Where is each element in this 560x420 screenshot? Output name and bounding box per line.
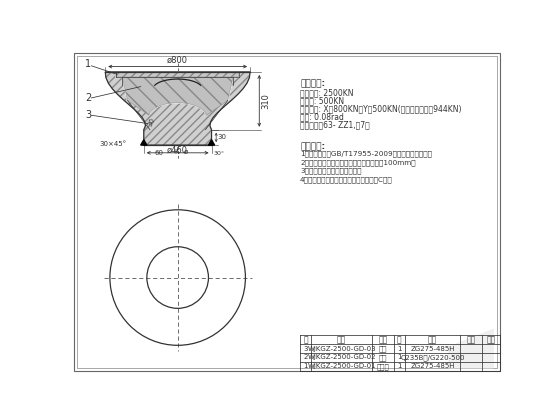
Polygon shape — [122, 77, 233, 115]
Text: 名称: 名称 — [379, 335, 388, 344]
Polygon shape — [141, 140, 147, 145]
Text: 竖向压力: 2500KN: 竖向压力: 2500KN — [300, 88, 353, 97]
Text: ø800: ø800 — [167, 56, 188, 65]
Text: ZG275-485H: ZG275-485H — [410, 346, 455, 352]
Text: 球壳: 球壳 — [379, 354, 388, 361]
Text: 水平剪力: X向800KN，Y向500KN(众心剪方失合力944KN): 水平剪力: X向800KN，Y向500KN(众心剪方失合力944KN) — [300, 104, 461, 113]
Text: 技术要求:: 技术要求: — [300, 142, 325, 152]
Text: 1: 1 — [397, 354, 402, 360]
Polygon shape — [105, 72, 250, 145]
Text: 310: 310 — [261, 93, 270, 109]
Text: 备注: 备注 — [487, 335, 496, 344]
Text: 4、支座与上部结构花涂把处需留间中竖C压沟: 4、支座与上部结构花涂把处需留间中竖C压沟 — [300, 176, 393, 183]
Text: 3: 3 — [85, 110, 91, 120]
Text: ZG275-485H: ZG275-485H — [410, 363, 455, 369]
Text: 30×45°: 30×45° — [100, 141, 127, 147]
Text: 1、本支座参考GB/T17955-2009（桥梁球型支座）。: 1、本支座参考GB/T17955-2009（桥梁球型支座）。 — [300, 151, 432, 158]
Text: 30: 30 — [218, 134, 227, 140]
Text: 拉拔力: 500KN: 拉拔力: 500KN — [300, 96, 344, 105]
Text: 2: 2 — [304, 354, 307, 360]
Text: 代号: 代号 — [337, 335, 346, 344]
Text: 图号: 图号 — [466, 335, 475, 344]
Text: 1: 1 — [303, 363, 308, 369]
Text: Q235B板/G220-500: Q235B板/G220-500 — [400, 354, 465, 361]
Text: WJKGZ-2500-GD-03: WJKGZ-2500-GD-03 — [307, 346, 376, 352]
Text: 序: 序 — [303, 335, 308, 344]
Polygon shape — [116, 72, 239, 113]
Text: WJKGZ-2500-GD-01: WJKGZ-2500-GD-01 — [307, 363, 376, 369]
Text: 1: 1 — [397, 363, 402, 369]
Text: 30: 30 — [147, 117, 156, 127]
Text: 1: 1 — [397, 346, 402, 352]
Text: 材料: 材料 — [428, 335, 437, 344]
Text: 3: 3 — [303, 346, 308, 352]
Text: 60: 60 — [155, 150, 164, 156]
Text: 数: 数 — [397, 335, 402, 344]
Text: 30°: 30° — [213, 151, 224, 156]
Text: 适用于抗震63- ZZ1,以7卜: 适用于抗震63- ZZ1,以7卜 — [300, 121, 370, 129]
Text: WJKGZ-2500-GD-02: WJKGZ-2500-GD-02 — [307, 354, 376, 360]
Text: K  ø: K ø — [175, 149, 188, 155]
Text: 座型: 座型 — [379, 345, 388, 352]
Text: ø460: ø460 — [167, 145, 188, 155]
Text: 转量: 0.08rad: 转量: 0.08rad — [300, 113, 344, 121]
Polygon shape — [208, 140, 214, 145]
Text: 3、转动中心为二支座板中心。: 3、转动中心为二支座板中心。 — [300, 168, 362, 174]
Polygon shape — [116, 72, 239, 77]
Text: 2: 2 — [85, 93, 91, 103]
Text: 上板型: 上板型 — [377, 363, 390, 370]
Text: 1: 1 — [85, 59, 91, 69]
Text: 2、支座出，埋件圆弧涂未件沙里产钢低温100mm。: 2、支座出，埋件圆弧涂未件沙里产钢低温100mm。 — [300, 159, 416, 166]
Polygon shape — [449, 329, 493, 368]
Text: 技术参数:: 技术参数: — [300, 80, 325, 89]
